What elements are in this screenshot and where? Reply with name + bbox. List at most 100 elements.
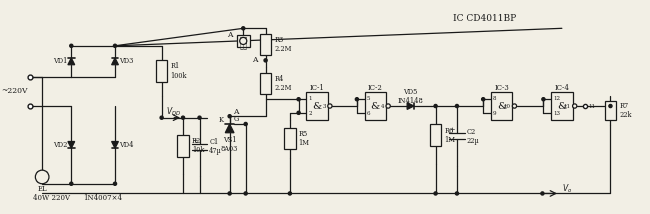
Circle shape (434, 192, 437, 195)
Text: R3
2.2M: R3 2.2M (274, 36, 292, 53)
Polygon shape (112, 141, 118, 148)
Circle shape (70, 182, 73, 185)
Circle shape (573, 104, 577, 108)
Circle shape (541, 192, 544, 195)
Circle shape (289, 192, 291, 195)
Text: R5
1M: R5 1M (298, 130, 309, 147)
Bar (237, 35, 250, 47)
Circle shape (434, 104, 437, 108)
Text: $V_o$: $V_o$ (562, 182, 572, 195)
Bar (284, 128, 296, 149)
Text: 1N4007×4: 1N4007×4 (83, 194, 122, 202)
Polygon shape (112, 58, 118, 65)
Circle shape (482, 98, 485, 101)
Text: R2
10k: R2 10k (192, 137, 204, 155)
Text: VD2: VD2 (53, 141, 68, 149)
Text: VD5
IN4148: VD5 IN4148 (398, 88, 423, 105)
Polygon shape (68, 141, 75, 148)
Text: 40W 220V: 40W 220V (33, 194, 70, 202)
Text: VD4: VD4 (119, 141, 133, 149)
Circle shape (386, 104, 390, 108)
Bar (430, 125, 441, 146)
Circle shape (114, 182, 116, 185)
Text: 11: 11 (588, 104, 595, 108)
Text: IC-2: IC-2 (368, 84, 383, 92)
Circle shape (35, 170, 49, 184)
Text: $V_{DD}$: $V_{DD}$ (166, 106, 182, 118)
Circle shape (181, 116, 185, 119)
Text: 10: 10 (503, 104, 510, 108)
Text: +: + (449, 126, 455, 134)
Text: 8: 8 (493, 96, 497, 101)
Bar (306, 92, 328, 120)
Bar (365, 92, 386, 120)
Circle shape (512, 104, 517, 108)
Text: 6: 6 (367, 111, 370, 116)
Circle shape (456, 104, 458, 108)
Circle shape (242, 27, 245, 30)
Text: A: A (233, 108, 239, 116)
Text: 1: 1 (308, 96, 312, 101)
Text: IC CD4011BP: IC CD4011BP (452, 14, 516, 23)
Bar (604, 101, 616, 120)
Text: R1
100k: R1 100k (170, 62, 187, 80)
Bar (551, 92, 573, 120)
Text: +: + (192, 137, 198, 145)
Text: C2
22µ: C2 22µ (467, 128, 480, 145)
Circle shape (297, 98, 300, 101)
Text: 触摸: 触摸 (239, 35, 247, 43)
Circle shape (240, 37, 247, 45)
Text: EL: EL (37, 185, 47, 193)
Text: IC-3: IC-3 (494, 84, 509, 92)
Text: G: G (234, 115, 239, 123)
Bar (260, 34, 272, 55)
Text: 4: 4 (381, 104, 384, 108)
Text: IC-1: IC-1 (309, 84, 324, 92)
Text: A: A (252, 56, 258, 64)
Text: VD3: VD3 (119, 57, 133, 65)
Text: &: & (370, 101, 380, 110)
Text: 3: 3 (322, 104, 326, 108)
Text: R6
1M: R6 1M (445, 126, 456, 144)
Text: 2: 2 (308, 111, 312, 116)
Text: 13: 13 (553, 111, 560, 116)
Circle shape (297, 111, 300, 114)
Circle shape (609, 104, 612, 108)
Bar (177, 135, 189, 157)
Circle shape (456, 192, 458, 195)
Circle shape (356, 98, 358, 101)
Text: ~220V: ~220V (1, 88, 27, 95)
Bar (491, 92, 512, 120)
Text: 11: 11 (564, 104, 571, 108)
Bar (260, 73, 272, 94)
Text: A: A (227, 31, 232, 39)
Text: VS1
8A03: VS1 8A03 (221, 136, 239, 153)
Circle shape (198, 116, 201, 119)
Circle shape (114, 44, 116, 47)
Text: 开关: 开关 (239, 42, 247, 50)
Text: IC-4: IC-4 (554, 84, 569, 92)
Text: VD1: VD1 (53, 57, 68, 65)
Polygon shape (407, 103, 414, 109)
Circle shape (244, 192, 247, 195)
Text: &: & (557, 101, 567, 110)
Text: K: K (218, 116, 224, 124)
Text: &: & (313, 101, 322, 110)
Text: 5: 5 (367, 96, 370, 101)
Text: &: & (497, 101, 506, 110)
Circle shape (228, 192, 231, 195)
Circle shape (542, 98, 545, 101)
Text: C1
47µ: C1 47µ (209, 138, 222, 155)
Circle shape (244, 122, 247, 126)
Bar (156, 60, 168, 82)
Circle shape (228, 115, 231, 118)
Circle shape (160, 116, 163, 119)
Circle shape (328, 104, 332, 108)
Polygon shape (226, 124, 234, 133)
Polygon shape (68, 58, 75, 65)
Text: R4
2.2M: R4 2.2M (274, 75, 292, 92)
Text: R7
22k: R7 22k (619, 102, 632, 119)
Circle shape (264, 59, 267, 62)
Text: 12: 12 (553, 96, 560, 101)
Text: 9: 9 (493, 111, 497, 116)
